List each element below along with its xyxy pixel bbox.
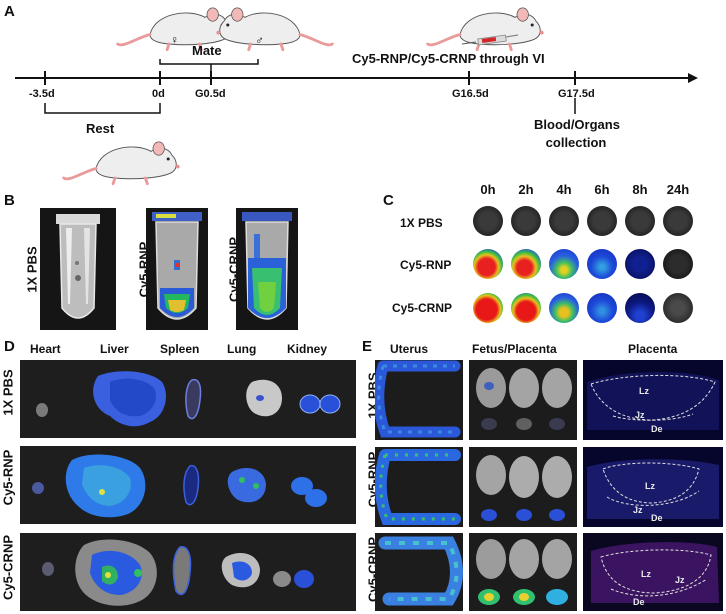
zone-label-jz-rnp: Jz [633, 505, 643, 515]
row-label-pbs: 1X PBS [400, 216, 443, 230]
timepoint-4h: 4h [556, 182, 572, 197]
male-symbol: ♂ [255, 33, 264, 47]
tube-image-cy5-crnp [236, 208, 298, 330]
organ-row-label-cy5-rnp: Cy5-RNP [0, 449, 16, 506]
zone-label-de-rnp: De [651, 513, 663, 523]
zone-label-lz-pbs: Lz [639, 386, 649, 396]
zone-label-de-pbs: De [651, 424, 663, 434]
collection-label-line2: collection [545, 135, 607, 150]
injection-label: Cy5-RNP/Cy5-CRNP through VI [352, 51, 545, 66]
row-label-cy5-rnp: Cy5-RNP [400, 258, 452, 272]
rest-mouse [62, 140, 182, 186]
dish-rnp-0h [473, 249, 503, 279]
dish-rnp-4h [549, 249, 579, 279]
dish-crnp-8h [625, 293, 655, 323]
organ-label-lung: Lung [227, 342, 257, 356]
placenta-image-pbs: Lz Jz De [583, 360, 723, 440]
collection-label-line1: Blood/Organs [534, 117, 620, 132]
dish-rnp-24h [663, 249, 693, 279]
tick-label-minus3-5d: -3.5d [29, 88, 55, 100]
female-symbol: ♀ [170, 33, 179, 47]
dish-crnp-2h [511, 293, 541, 323]
tube-label-pbs: 1X PBS [24, 246, 40, 293]
dish-pbs-24h [663, 206, 693, 236]
tick-label-g0-5d: G0.5d [195, 88, 226, 100]
timepoint-2h: 2h [518, 182, 534, 197]
panel-e-letter: E [362, 338, 373, 355]
organ-label-kidney: Kidney [287, 342, 328, 356]
panel-c-letter: C [383, 192, 394, 209]
timeline-arrow [688, 73, 698, 83]
row-label-cy5-crnp: Cy5-CRNP [392, 301, 453, 315]
dish-pbs-8h [625, 206, 655, 236]
organ-label-spleen: Spleen [160, 342, 200, 356]
zone-label-de-crnp: De [633, 597, 645, 607]
syringe-icon [461, 34, 519, 46]
dish-pbs-2h [511, 206, 541, 236]
uterus-image-pbs [375, 360, 463, 440]
panel-d-letter: D [4, 338, 15, 355]
uterus-image-cy5-rnp [375, 447, 463, 527]
placenta-image-cy5-rnp: Lz Jz De [583, 447, 723, 527]
fetus-image-cy5-rnp [469, 447, 577, 527]
timepoint-24h: 24h [666, 182, 690, 197]
dish-rnp-6h [587, 249, 617, 279]
dish-crnp-6h [587, 293, 617, 323]
panel-a-letter: A [4, 3, 15, 20]
mate-label: Mate [192, 43, 222, 58]
uterus-image-cy5-crnp [375, 533, 463, 611]
male-mouse [214, 6, 334, 52]
dish-rnp-2h [511, 249, 541, 279]
tissue-label-placenta: Placenta [628, 342, 678, 356]
dish-crnp-0h [473, 293, 503, 323]
organ-label-heart: Heart [30, 342, 61, 356]
zone-label-jz-pbs: Jz [635, 410, 645, 420]
organ-row-label-pbs: 1X PBS [0, 369, 16, 416]
zone-label-lz-rnp: Lz [645, 481, 655, 491]
organ-image-pbs [20, 360, 356, 438]
tissue-label-fetus-placenta: Fetus/Placenta [472, 342, 557, 356]
dish-crnp-24h [663, 293, 693, 323]
tube-image-pbs [40, 208, 116, 330]
panel-b-letter: B [4, 192, 15, 209]
timepoint-8h: 8h [632, 182, 648, 197]
organ-image-cy5-crnp [20, 533, 356, 611]
zone-label-jz-crnp: Jz [675, 575, 685, 585]
tube-image-cy5-rnp [146, 208, 208, 330]
organ-label-liver: Liver [100, 342, 129, 356]
dish-pbs-4h [549, 206, 579, 236]
fetus-image-cy5-crnp [469, 533, 577, 611]
placenta-image-cy5-crnp: Lz Jz De [583, 533, 723, 611]
organ-row-label-cy5-crnp: Cy5-CRNP [0, 535, 16, 601]
fetus-image-pbs [469, 360, 577, 440]
dish-pbs-0h [473, 206, 503, 236]
timepoint-6h: 6h [594, 182, 610, 197]
dish-pbs-6h [587, 206, 617, 236]
tick-label-0d: 0d [152, 88, 165, 100]
tick-label-g17-5d: G17.5d [558, 88, 595, 100]
tick-label-g16-5d: G16.5d [452, 88, 489, 100]
tissue-label-uterus: Uterus [390, 342, 429, 356]
timepoint-0h: 0h [480, 182, 496, 197]
rest-label: Rest [86, 121, 115, 136]
zone-label-lz-crnp: Lz [641, 569, 651, 579]
dish-rnp-8h [625, 249, 655, 279]
panel-a-timeline [15, 6, 698, 186]
organ-image-cy5-rnp [20, 446, 356, 524]
dish-crnp-4h [549, 293, 579, 323]
